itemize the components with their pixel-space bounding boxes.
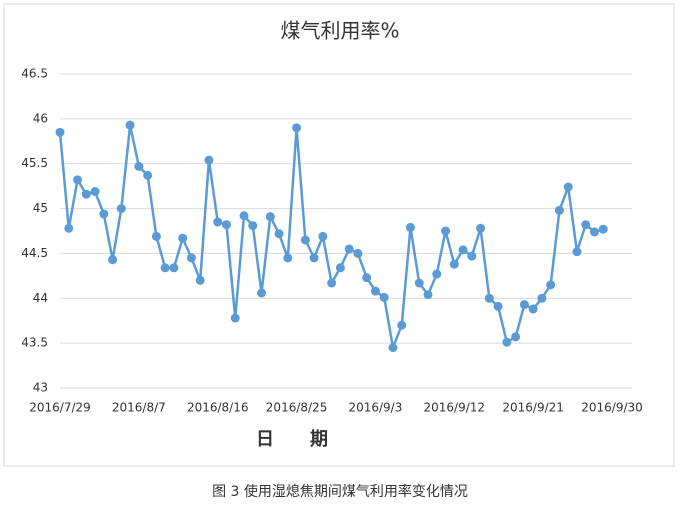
y-tick-label: 45 [33, 201, 48, 215]
marker [589, 227, 599, 237]
marker [248, 221, 258, 231]
marker [441, 226, 451, 236]
marker [414, 278, 424, 288]
marker [432, 269, 442, 279]
marker [283, 253, 293, 263]
marker [213, 217, 223, 227]
marker [458, 245, 468, 255]
marker [370, 286, 380, 296]
marker [55, 127, 65, 137]
marker [554, 205, 564, 215]
marker [81, 189, 91, 199]
marker [353, 248, 363, 258]
marker [318, 231, 328, 241]
marker [467, 251, 477, 261]
marker [581, 220, 591, 230]
marker [449, 259, 459, 269]
marker [204, 155, 214, 165]
marker [493, 301, 503, 311]
x-tick-label: 2016/7/29 [29, 401, 91, 415]
y-tick-label: 46 [33, 111, 48, 125]
marker [160, 263, 170, 273]
marker [344, 244, 354, 254]
marker [511, 332, 521, 342]
marker [484, 293, 494, 303]
marker [195, 275, 205, 285]
x-tick-label: 2016/8/16 [187, 401, 249, 415]
marker [116, 204, 126, 214]
marker [335, 263, 345, 273]
marker [230, 313, 240, 323]
marker [405, 222, 415, 232]
marker [537, 293, 547, 303]
marker [563, 182, 573, 192]
y-tick-label: 43.5 [21, 336, 48, 350]
marker [239, 211, 249, 221]
marker [90, 187, 100, 197]
x-axis-title: 日 期 [256, 429, 328, 450]
y-tick-label: 45.5 [21, 156, 48, 170]
marker [379, 292, 389, 302]
marker [476, 223, 486, 233]
marker [64, 223, 74, 233]
marker [108, 255, 118, 265]
marker [397, 320, 407, 330]
marker [134, 161, 144, 171]
marker [186, 253, 196, 263]
marker [125, 120, 135, 130]
y-tick-label: 46.5 [21, 67, 48, 81]
marker [221, 220, 231, 230]
y-tick-label: 44 [33, 291, 48, 305]
x-tick-label: 2016/9/30 [581, 401, 643, 415]
marker [300, 235, 310, 245]
marker [502, 337, 512, 347]
x-tick-label: 2016/9/12 [424, 401, 486, 415]
marker [265, 212, 275, 222]
x-tick-label: 2016/8/25 [266, 401, 328, 415]
marker [73, 175, 83, 185]
marker [327, 278, 337, 288]
marker [309, 253, 319, 263]
marker [257, 288, 267, 298]
marker [99, 209, 109, 219]
x-tick-label: 2016/9/3 [348, 401, 402, 415]
y-tick-label: 43 [33, 381, 48, 395]
marker [388, 343, 398, 353]
marker [151, 231, 161, 241]
marker [572, 247, 582, 257]
marker [169, 263, 179, 273]
marker [528, 304, 538, 314]
marker [178, 233, 188, 243]
x-tick-label: 2016/8/7 [112, 401, 166, 415]
y-tick-label: 44.5 [21, 246, 48, 260]
x-tick-label: 2016/9/21 [502, 401, 564, 415]
marker [143, 170, 153, 180]
marker [362, 273, 372, 283]
marker [274, 229, 284, 239]
marker [598, 224, 608, 234]
marker [519, 300, 529, 310]
marker [292, 123, 302, 133]
chart-title: 煤气利用率% [280, 19, 399, 43]
caption: 图 3 使用湿熄焦期间煤气利用率变化情况 [212, 483, 468, 500]
marker [423, 290, 433, 300]
marker [546, 280, 556, 290]
